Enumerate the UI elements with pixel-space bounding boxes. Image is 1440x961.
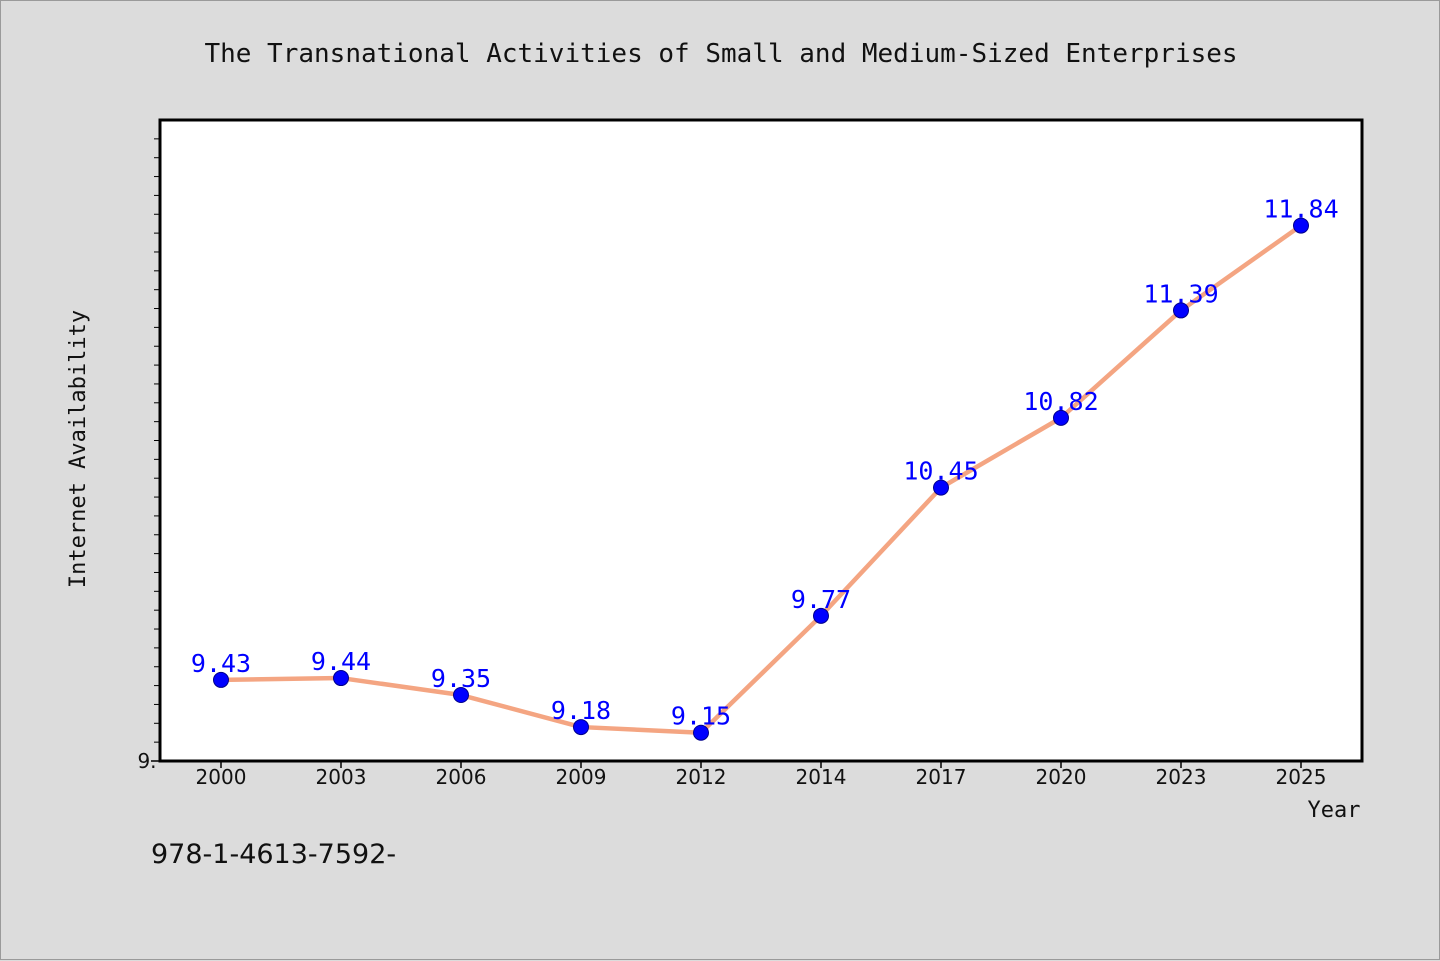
- data-point-marker: [1173, 302, 1189, 319]
- isbn-footer-text: 978-1-4613-7592-: [151, 839, 396, 870]
- data-point-marker: [933, 479, 949, 496]
- data-label: 10.82: [1023, 387, 1098, 416]
- y-axis-ticks: [151, 138, 160, 762]
- data-label: 10.45: [903, 457, 978, 486]
- data-point-marker: [1293, 217, 1309, 234]
- x-tick-label: 2003: [316, 765, 367, 789]
- data-label: 11.39: [1143, 279, 1218, 308]
- data-label: 9.77: [791, 585, 851, 614]
- y-tick-label: 9.: [137, 749, 156, 773]
- x-tick-label: 2006: [436, 765, 487, 789]
- data-label: 11.84: [1263, 195, 1338, 224]
- chart-title: The Transnational Activities of Small an…: [204, 39, 1237, 69]
- x-tick-label: 2025: [1276, 765, 1327, 789]
- x-axis-label: Year: [1308, 798, 1361, 823]
- data-point-marker: [333, 670, 349, 687]
- x-axis-ticks: 2000 2003 2006 2009 2012 2014 2017 2020 2023 2025: [196, 761, 1327, 789]
- data-point-marker: [213, 671, 229, 688]
- data-label: 9.44: [311, 647, 371, 676]
- x-tick-label: 2020: [1036, 765, 1087, 789]
- data-label: 9.15: [671, 702, 731, 731]
- data-point-marker: [573, 719, 589, 736]
- x-tick-label: 2000: [196, 765, 247, 789]
- series-layer: 9.43 9.44 9.35 9.18 9.15 9.77 10.45 10.82 11.39 1…: [191, 195, 1339, 741]
- data-point-marker: [453, 687, 469, 704]
- y-axis-label: Internet Availability: [66, 310, 91, 588]
- x-tick-label: 2017: [916, 765, 967, 789]
- data-point-marker: [813, 607, 829, 624]
- x-tick-label: 2012: [676, 765, 727, 789]
- x-tick-label: 2014: [796, 765, 847, 789]
- x-tick-label: 2023: [1156, 765, 1207, 789]
- plot-area: [158, 118, 1364, 763]
- data-point-marker: [1053, 409, 1069, 426]
- x-tick-label: 2009: [556, 765, 607, 789]
- data-label: 9.18: [551, 696, 611, 725]
- data-label: 9.43: [191, 649, 251, 678]
- data-label: 9.35: [431, 664, 491, 693]
- data-point-marker: [693, 724, 709, 741]
- series-line: [218, 223, 1304, 735]
